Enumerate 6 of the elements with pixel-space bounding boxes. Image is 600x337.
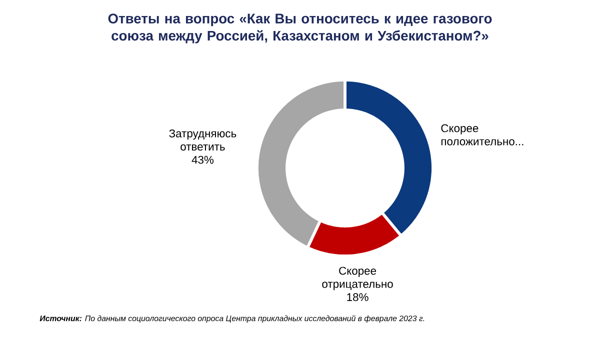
slice-label: Затрудняюсь ответить: [169, 129, 236, 151]
slice-label: Скорее положительно...: [441, 124, 524, 146]
data-label: 18%: [347, 293, 368, 302]
data-label: 43%: [192, 156, 214, 164]
chart-title: Ответы на вопрос «Как Вы относитесь к идее газового союза между Россией, Казахстаном и Узбекистаном?»: [108, 14, 492, 44]
slice-label: Скорее отрицательно: [322, 266, 393, 290]
